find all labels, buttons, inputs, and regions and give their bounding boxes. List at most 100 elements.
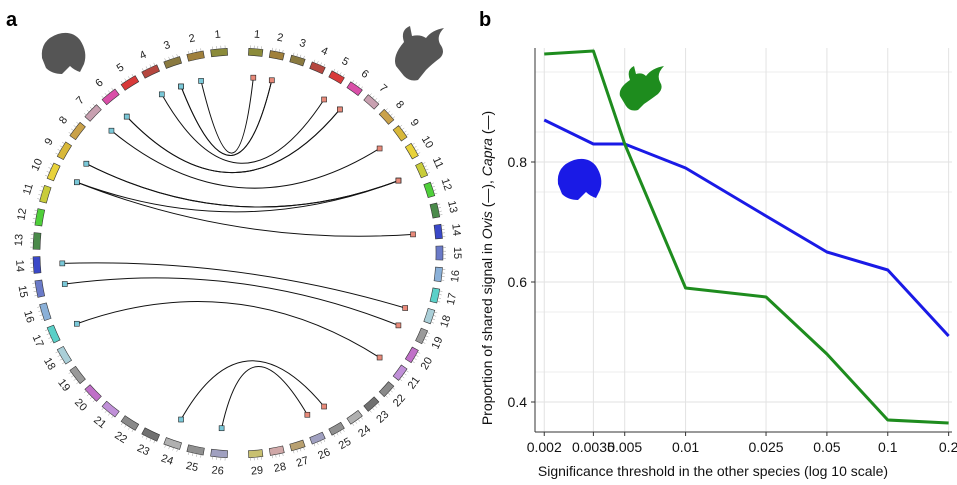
chromosome-tick bbox=[342, 74, 345, 77]
chromosome-tick bbox=[401, 375, 405, 379]
chromosome-label: 11 bbox=[21, 182, 36, 196]
synteny-link bbox=[64, 277, 399, 326]
synteny-link bbox=[200, 77, 254, 154]
goat-chromosome-8 bbox=[378, 108, 395, 125]
chromosome-tick bbox=[71, 375, 74, 378]
chromosome-label: 17 bbox=[30, 333, 46, 349]
chromosome-tick bbox=[176, 448, 178, 452]
chromosome-tick bbox=[172, 447, 174, 451]
chromosome-label: 3 bbox=[162, 39, 172, 52]
sheep-chromosome-3 bbox=[163, 56, 182, 69]
goat-chromosome-1 bbox=[248, 47, 264, 57]
synteny-link bbox=[76, 301, 380, 358]
sheep-icon-blue bbox=[557, 158, 602, 200]
chromosome-tick bbox=[57, 354, 61, 357]
chromosome-tick bbox=[76, 381, 79, 385]
chromosome-tick bbox=[89, 396, 93, 400]
chromosome-tick bbox=[142, 68, 144, 72]
chromosome-tick bbox=[187, 51, 190, 55]
y-tick-label: 0.8 bbox=[508, 154, 528, 170]
chromosome-tick bbox=[73, 378, 77, 381]
chromosome-tick bbox=[352, 80, 355, 83]
chromosome-tick bbox=[387, 392, 391, 396]
chromosome-tick bbox=[377, 402, 380, 406]
chromosome-tick bbox=[153, 62, 156, 66]
sheep-chromosome-24 bbox=[163, 437, 182, 450]
chromosome-tick bbox=[176, 54, 178, 58]
chromosome-tick bbox=[405, 133, 409, 136]
chromosome-tick bbox=[385, 108, 388, 111]
chromosome-tick bbox=[275, 48, 277, 52]
chromosome-tick bbox=[360, 86, 363, 90]
goat-chromosome-17 bbox=[429, 287, 441, 304]
goat-chromosome-19 bbox=[415, 327, 429, 345]
sheep-chromosome-23 bbox=[141, 427, 161, 442]
goat-chromosome-16 bbox=[433, 266, 443, 283]
synteny-link bbox=[221, 366, 308, 429]
chromosome-label: 16 bbox=[449, 269, 462, 282]
chromosome-tick bbox=[68, 371, 72, 374]
chromosome-tick bbox=[275, 454, 277, 458]
synteny-link bbox=[86, 163, 399, 208]
goat-chromosome-12 bbox=[423, 181, 436, 199]
grid bbox=[534, 48, 952, 433]
chromosome-label: 9 bbox=[408, 117, 421, 129]
chromosome-tick bbox=[434, 311, 438, 314]
sheep-chromosome-2 bbox=[186, 50, 205, 62]
chromosome-tick bbox=[401, 127, 405, 131]
circos-plot: 1 2 34567891011121314151617181920212223242… bbox=[13, 26, 463, 478]
chromosome-label: 6 bbox=[93, 77, 105, 90]
goat-chromosome-21 bbox=[392, 364, 408, 381]
chromosome-tick bbox=[369, 93, 372, 96]
chromosome-tick bbox=[434, 192, 438, 195]
chromosome-label: 5 bbox=[340, 55, 351, 68]
chromosome-tick bbox=[313, 443, 316, 447]
chromosome-label: 24 bbox=[159, 452, 174, 467]
chromosome-tick bbox=[131, 73, 134, 77]
sheep-chromosome-1 bbox=[210, 47, 228, 58]
sheep-chromosome-17 bbox=[46, 324, 61, 344]
chromosome-label: 25 bbox=[185, 460, 199, 474]
chromosome-tick bbox=[413, 357, 417, 360]
chromosome-tick bbox=[128, 76, 131, 79]
chromosome-tick bbox=[426, 332, 430, 334]
chromosome-tick bbox=[424, 165, 427, 168]
chromosome-tick bbox=[377, 100, 380, 104]
chromosome-tick bbox=[200, 454, 202, 458]
chromosome-label: 13 bbox=[13, 234, 26, 247]
chromosome-tick bbox=[164, 58, 166, 62]
chromosome-label: 21 bbox=[406, 375, 423, 392]
signal-marker bbox=[250, 74, 257, 81]
chromosome-label: 19 bbox=[430, 335, 446, 351]
chromosome-tick bbox=[145, 66, 148, 70]
chromosome-tick bbox=[399, 378, 403, 382]
sheep-chromosome-14 bbox=[32, 256, 42, 274]
chromosome-tick bbox=[339, 72, 342, 76]
chromosome-label: 17 bbox=[445, 292, 459, 307]
chromosome-tick bbox=[424, 338, 427, 341]
chromosome-label: 2 bbox=[188, 32, 197, 45]
chromosome-tick bbox=[411, 360, 415, 363]
chromosome-tick bbox=[37, 198, 41, 200]
chromosome-tick bbox=[411, 143, 415, 146]
chromosome-tick bbox=[323, 63, 326, 67]
chromosome-label: 21 bbox=[91, 414, 108, 431]
chromosome-tick bbox=[299, 448, 302, 452]
chromosome-tick bbox=[44, 329, 48, 331]
chromosome-label: 6 bbox=[359, 68, 371, 81]
chromosome-tick bbox=[333, 434, 336, 438]
x-tick-label: 0.025 bbox=[749, 439, 784, 455]
chromosome-tick bbox=[374, 98, 378, 101]
chromosome-tick bbox=[83, 390, 87, 394]
chromosome-label: 28 bbox=[273, 461, 287, 475]
signal-marker bbox=[123, 113, 130, 120]
chromosome-tick bbox=[342, 429, 345, 432]
chromosome-tick bbox=[61, 362, 65, 365]
chromosome-tick bbox=[354, 82, 358, 85]
chromosome-tick bbox=[333, 68, 336, 72]
chromosome-tick bbox=[153, 440, 156, 444]
chromosome-tick bbox=[73, 125, 77, 128]
chromosome-tick bbox=[432, 318, 436, 320]
chromosome-tick bbox=[44, 175, 48, 177]
chromosome-label: 1 bbox=[253, 28, 260, 40]
